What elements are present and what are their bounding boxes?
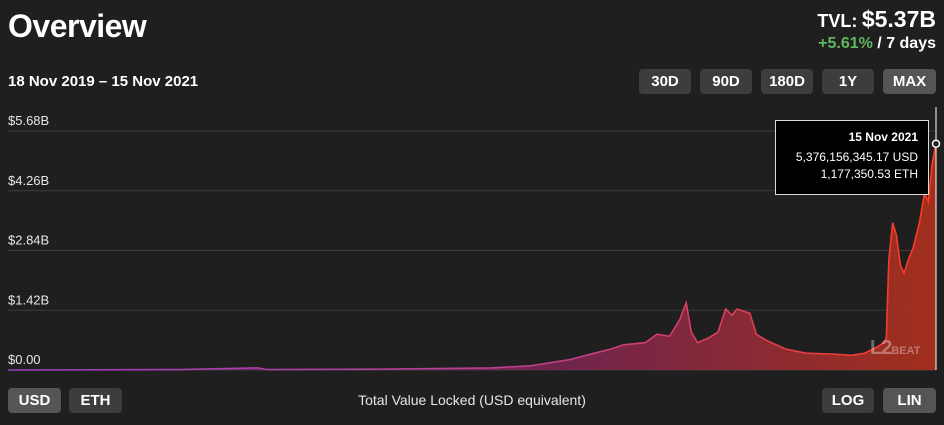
- tvl-label: TVL:: [817, 11, 858, 31]
- range-button-30d[interactable]: 30D: [639, 69, 691, 94]
- l2beat-watermark: L2BEAT: [870, 337, 920, 360]
- y-tick-label: $1.42B: [8, 292, 49, 307]
- y-tick-label: $4.26B: [8, 173, 49, 188]
- hover-point: [931, 139, 941, 149]
- chart-tooltip: 15 Nov 2021 5,376,156,345.17 USD 1,177,3…: [775, 120, 929, 195]
- tvl-value: $5.37B: [861, 6, 936, 32]
- y-tick-label: $0.00: [8, 352, 41, 367]
- range-button-90d[interactable]: 90D: [700, 69, 752, 94]
- y-tick-label: $5.68B: [8, 113, 49, 128]
- tvl-period: / 7 days: [877, 35, 936, 52]
- currency-button-eth[interactable]: ETH: [69, 388, 122, 413]
- tvl-chart: $0.00 $1.42B $2.84B $4.26B $5.68B: [7, 107, 941, 371]
- tooltip-date: 15 Nov 2021: [848, 130, 918, 144]
- watermark-small: BEAT: [891, 345, 921, 357]
- y-tick-label: $2.84B: [8, 233, 49, 248]
- tooltip-usd: 5,376,156,345.17 USD: [795, 150, 918, 164]
- tvl-line: [7, 143, 937, 371]
- currency-button-usd[interactable]: USD: [8, 388, 61, 413]
- range-button-max[interactable]: MAX: [883, 69, 936, 94]
- tvl-summary: TVL: $5.37B +5.61% / 7 days: [817, 6, 936, 53]
- scale-button-log[interactable]: LOG: [822, 388, 874, 413]
- chart-caption: Total Value Locked (USD equivalent): [358, 392, 586, 408]
- tvl-change: +5.61%: [818, 35, 873, 52]
- range-button-180d[interactable]: 180D: [761, 69, 813, 94]
- date-range: 18 Nov 2019 – 15 Nov 2021: [8, 73, 199, 90]
- page-title: Overview: [8, 8, 147, 44]
- tooltip-eth: 1,177,350.53 ETH: [820, 167, 918, 181]
- range-button-1y[interactable]: 1Y: [822, 69, 874, 94]
- watermark-main: L2: [870, 337, 892, 359]
- scale-button-lin[interactable]: LIN: [883, 388, 936, 413]
